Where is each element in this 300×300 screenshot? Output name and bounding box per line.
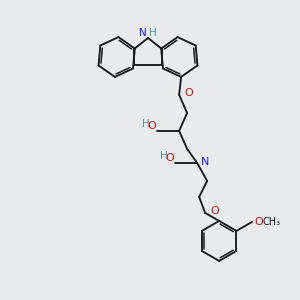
Text: O: O [165,153,174,163]
Text: H: H [142,119,150,129]
Text: N: N [139,28,147,38]
Text: CH₃: CH₃ [262,217,280,227]
Text: H: H [149,28,157,38]
Text: O: O [184,88,193,98]
Text: N: N [201,157,209,167]
Text: O: O [147,121,156,131]
Text: O: O [210,206,219,216]
Text: O: O [254,217,263,227]
Text: H: H [160,151,168,161]
